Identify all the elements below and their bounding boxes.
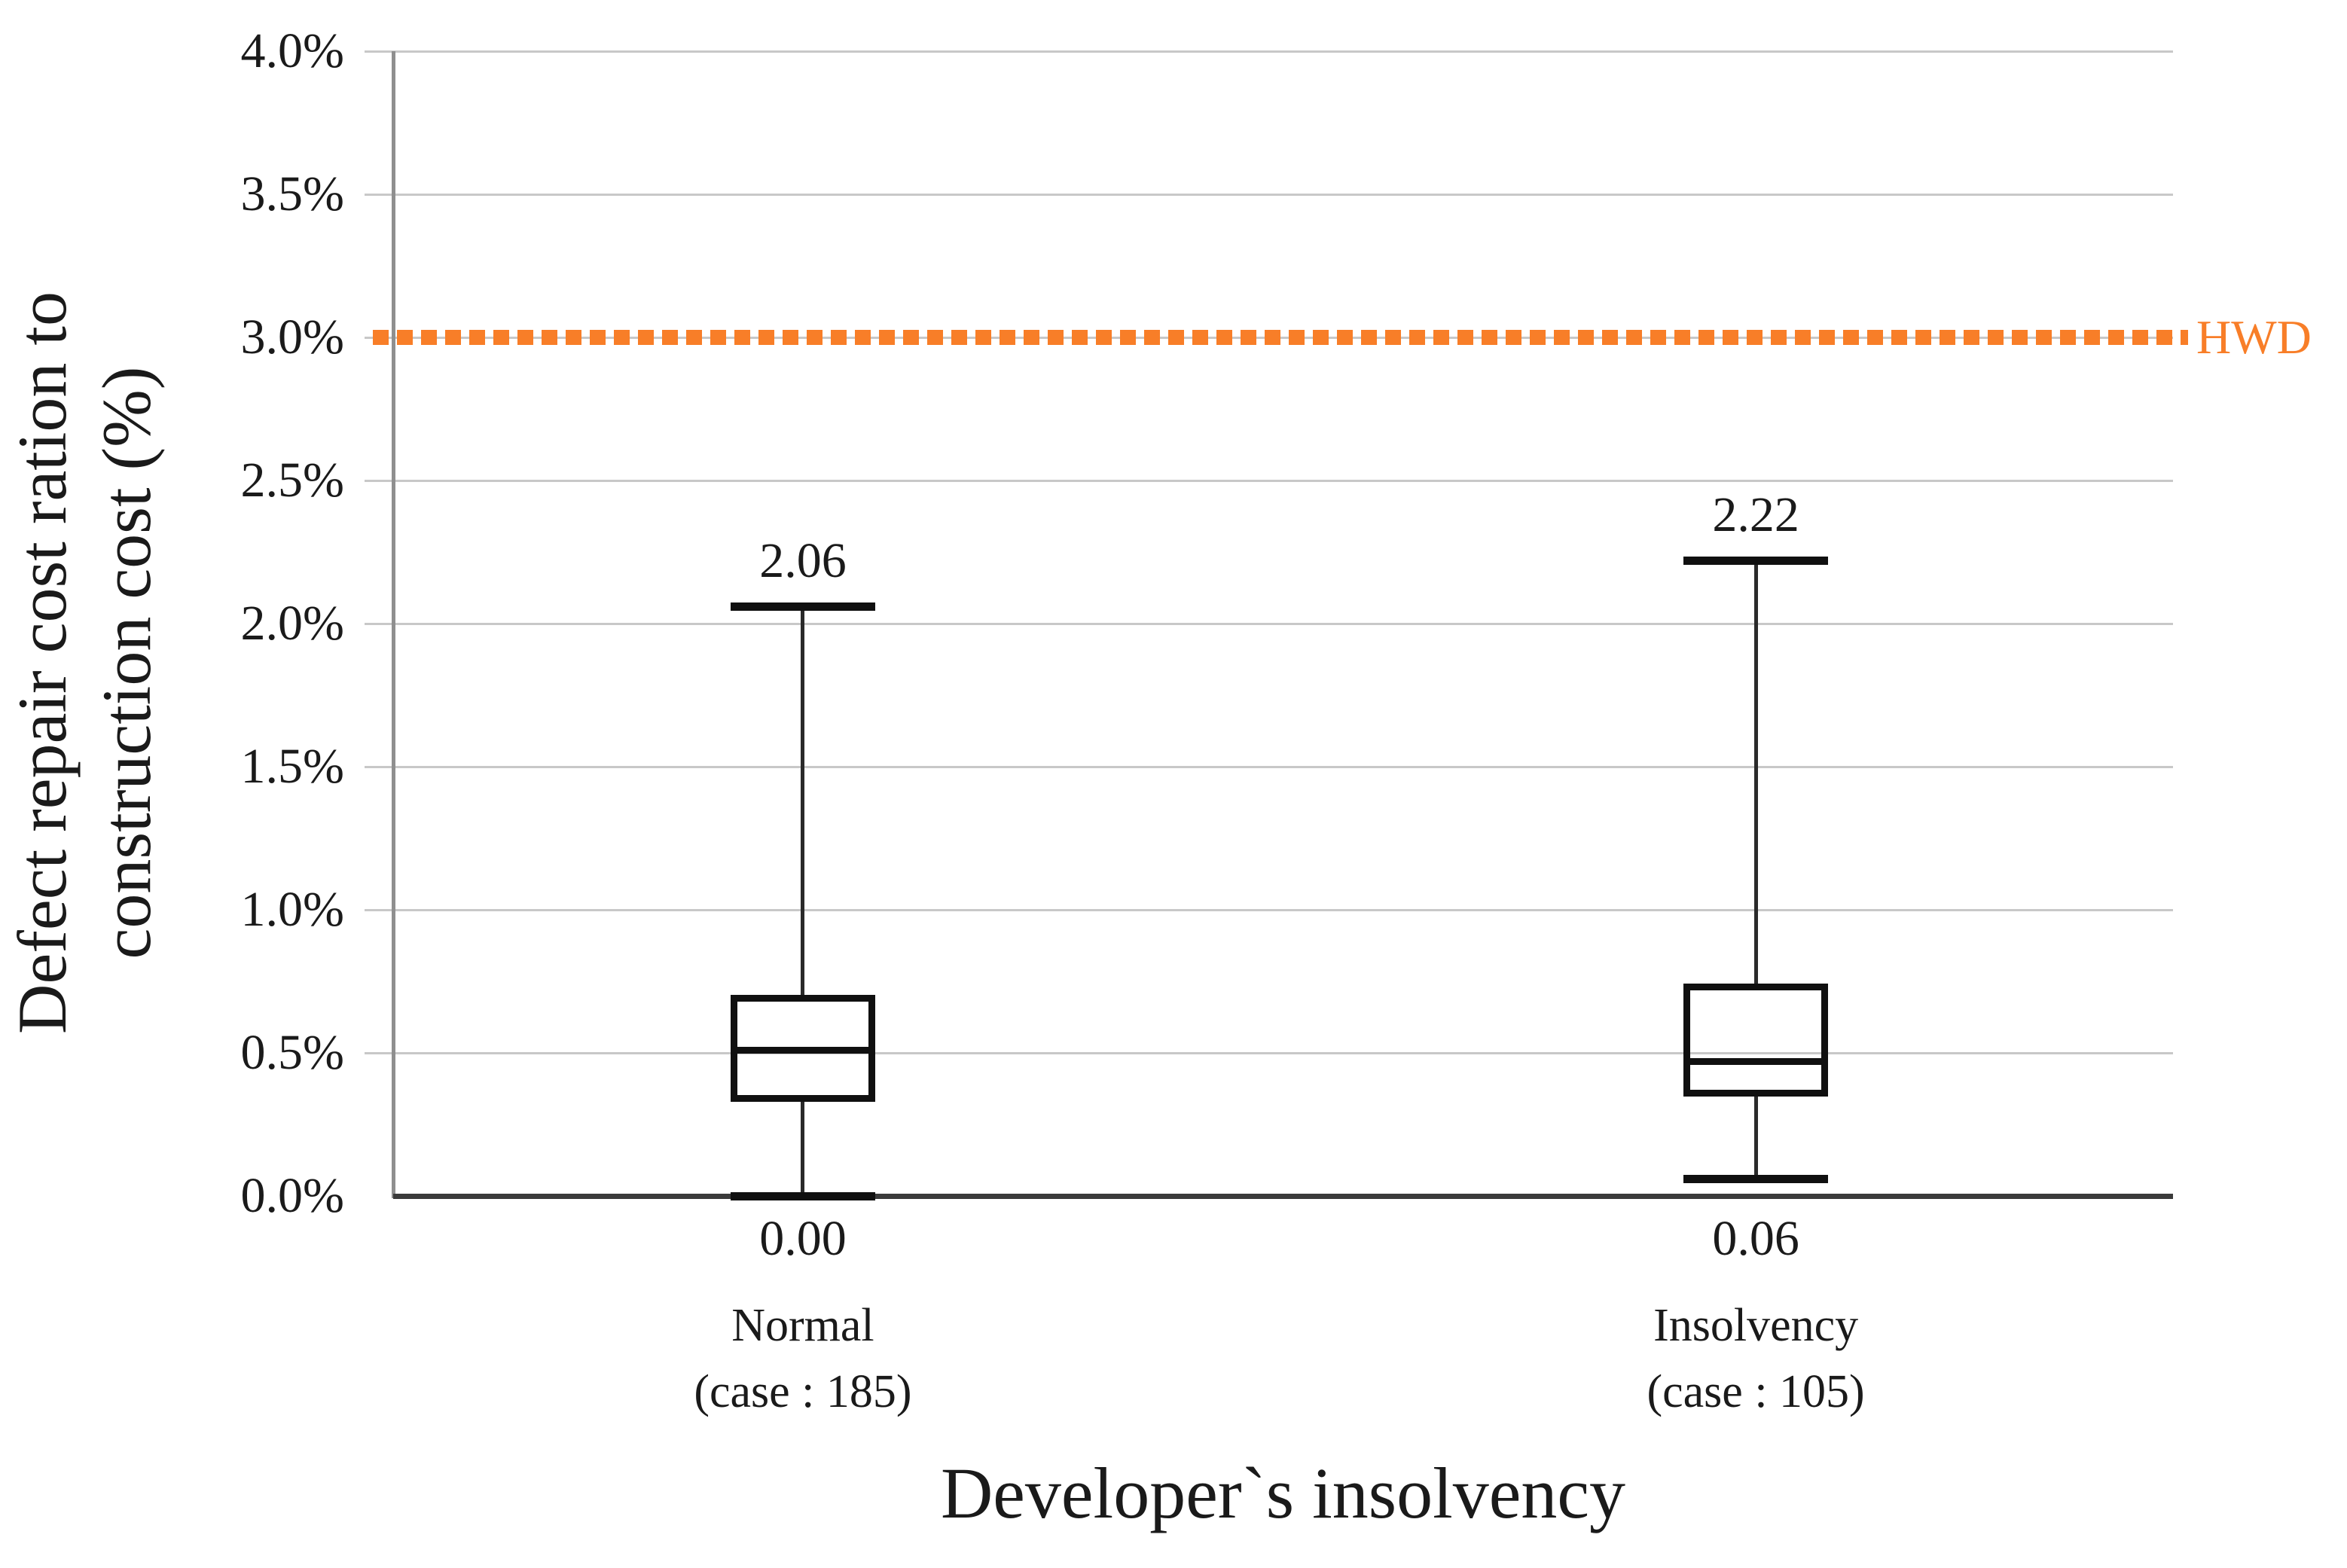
category-case-label: (case : 105) [1647, 1366, 1865, 1417]
whisker-upper-cap [730, 602, 875, 611]
gridline [393, 765, 2173, 768]
whisker-upper-cap [1683, 556, 1829, 565]
y-tick [365, 908, 393, 911]
gridline [393, 193, 2173, 196]
whisker-lower-line [1753, 1093, 1758, 1179]
y-tick-label: 0.0% [240, 1168, 344, 1223]
whisker-upper-line [1753, 560, 1758, 987]
x-axis-title: Developer`s insolvency [940, 1453, 1626, 1533]
category-label-block: Insolvency (case : 105) [1492, 1292, 2019, 1425]
hwd-reference-label: HWD [2196, 310, 2312, 364]
gridline [393, 622, 2173, 625]
y-tick-label: 4.0% [240, 23, 344, 78]
y-tick-label: 2.0% [240, 596, 344, 651]
category-label: Normal [731, 1300, 874, 1351]
y-tick-label: 1.0% [240, 882, 344, 937]
max-value-label: 2.06 [759, 533, 847, 589]
category-case-label: (case : 185) [694, 1366, 912, 1417]
max-value-label: 2.22 [1712, 487, 1799, 543]
y-tick-label: 3.5% [240, 166, 344, 221]
y-tick-label: 0.5% [240, 1025, 344, 1080]
y-tick [365, 479, 393, 482]
x-axis-line [393, 1194, 2173, 1199]
gridline [393, 908, 2173, 911]
box [730, 995, 875, 1103]
gridline [393, 479, 2173, 482]
y-tick [365, 765, 393, 768]
min-value-label: 0.06 [1712, 1211, 1799, 1266]
gridline [393, 50, 2173, 53]
plot-area: 4.0% 3.5% 3.0% 2.5% 2.0% 1.5% 1.0% 0.5% 0.0% HWD 2… [241, 24, 2312, 1418]
y-tick-label: 2.5% [240, 453, 344, 508]
y-tick [365, 622, 393, 625]
whisker-lower-cap [1683, 1174, 1829, 1183]
y-tick [365, 1051, 393, 1054]
category-label: Insolvency [1653, 1300, 1859, 1351]
y-axis-title-line1: Defect repair cost ration to [4, 291, 81, 1034]
whisker-lower-cap [730, 1191, 875, 1200]
whisker-upper-line [801, 606, 805, 999]
whisker-lower-line [801, 1098, 805, 1196]
y-tick [365, 50, 393, 53]
min-value-label: 0.00 [759, 1211, 847, 1266]
median-line [1690, 1057, 1822, 1065]
box [1683, 984, 1829, 1097]
y-axis-line [392, 51, 395, 1198]
y-tick-label: 3.0% [240, 310, 344, 365]
gridline [393, 1051, 2173, 1054]
category-label-block: Normal (case : 185) [539, 1292, 1067, 1425]
y-tick [365, 193, 393, 196]
median-line [737, 1046, 868, 1054]
hwd-reference-line [373, 330, 2188, 345]
y-tick-label: 1.5% [240, 739, 344, 794]
